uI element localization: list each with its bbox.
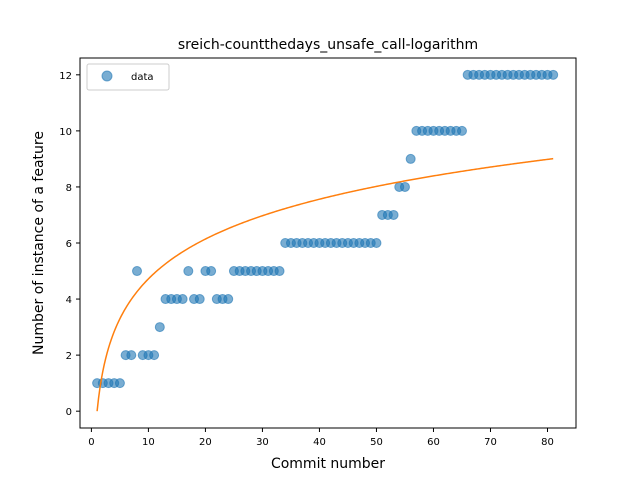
data-point (183, 266, 194, 277)
data-point (274, 266, 285, 277)
plot-area (92, 69, 559, 412)
x-tick-label: 50 (370, 437, 383, 448)
x-tick-label: 10 (142, 437, 155, 448)
legend-label-data: data (131, 72, 154, 83)
y-tick-label: 0 (66, 407, 72, 418)
data-point (456, 125, 467, 136)
y-tick-label: 4 (66, 295, 72, 306)
data-point (114, 378, 125, 389)
data-point (194, 294, 205, 305)
y-tick-label: 6 (66, 239, 72, 250)
x-tick-label: 40 (313, 437, 326, 448)
x-tick-label: 20 (199, 437, 212, 448)
x-tick-label: 60 (427, 437, 440, 448)
data-point (126, 350, 137, 361)
x-tick-label: 0 (88, 437, 94, 448)
data-point (388, 209, 399, 220)
x-axis-label: Commit number (271, 456, 385, 472)
data-point (149, 350, 160, 361)
x-tick-label: 70 (484, 437, 497, 448)
legend-marker-data (101, 70, 113, 82)
data-point (371, 238, 382, 248)
legend-box (86, 63, 170, 91)
data-point (548, 69, 559, 80)
fit-line (96, 157, 554, 412)
y-axis: 0 2 4 6 8 10 12 (59, 71, 80, 418)
data-point (405, 153, 416, 164)
data-point (154, 322, 165, 333)
data-point (177, 294, 188, 305)
data-point (399, 181, 410, 192)
x-tick-label: 80 (541, 437, 554, 448)
data-point (132, 266, 143, 277)
y-tick-label: 2 (66, 351, 72, 362)
data-point (223, 294, 234, 305)
y-tick-label: 8 (66, 183, 72, 194)
y-tick-label: 12 (59, 71, 72, 82)
y-tick-label: 10 (59, 127, 72, 138)
x-axis: 0 10 20 30 40 50 60 70 80 (88, 428, 554, 448)
chart-title: sreich-countthedays_unsafe_call-logarith… (178, 37, 478, 53)
x-tick-label: 30 (256, 437, 269, 448)
legend: data (86, 63, 170, 91)
data-point (206, 266, 217, 277)
y-axis-label: Number of instance of a feature (31, 131, 47, 355)
